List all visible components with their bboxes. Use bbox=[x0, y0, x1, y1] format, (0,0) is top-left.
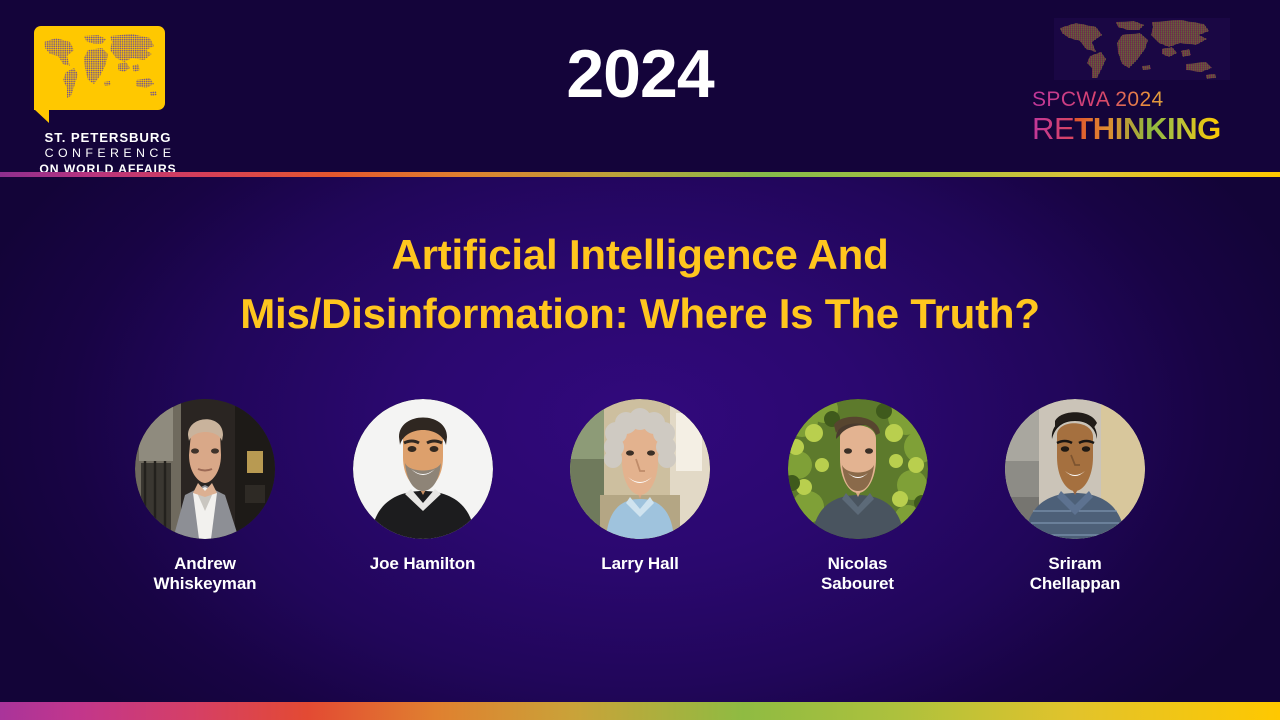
world-map-shape bbox=[44, 34, 157, 98]
avatar bbox=[135, 399, 275, 539]
slide-header: ST. PETERSBURG CONFERENCE ON WORLD AFFAI… bbox=[0, 0, 1280, 176]
speaker-name: Andrew Whiskeyman bbox=[153, 554, 257, 593]
session-title-line2: Mis/Disinformation: Where Is The Truth? bbox=[240, 290, 1040, 337]
rethinking-logo-re: RE bbox=[1032, 111, 1075, 146]
conference-logo-line2: CONFERENCE bbox=[44, 146, 176, 160]
speaker-name: Sriram Chellappan bbox=[1029, 554, 1121, 593]
headshot-joe-hamilton bbox=[352, 399, 493, 539]
bottom-gradient-divider bbox=[0, 702, 1280, 720]
speaker-card: Larry Hall bbox=[565, 399, 715, 574]
speaker-name: Larry Hall bbox=[601, 554, 679, 573]
speaker-card: Andrew Whiskeyman bbox=[130, 399, 280, 593]
speaker-name: Joe Hamilton bbox=[369, 554, 476, 573]
year-heading: 2024 bbox=[566, 36, 714, 112]
top-gradient-divider bbox=[0, 172, 1280, 177]
speaker-card: Nicolas Sabouret bbox=[783, 399, 933, 593]
world-map-speech-bubble-icon bbox=[34, 26, 165, 110]
speaker-name: Nicolas Sabouret bbox=[821, 554, 894, 593]
speaker-card: Sriram Chellappan bbox=[1000, 399, 1150, 593]
rethinking-logo: SPCWA 2024 RETHINKING bbox=[1032, 18, 1244, 158]
headshot-nicolas-sabouret bbox=[787, 399, 928, 539]
world-map-gradient-icon bbox=[1054, 18, 1230, 80]
headshot-sriram-chellappan bbox=[1005, 399, 1145, 539]
conference-logo-text: ST. PETERSBURG CONFERENCE ON WORLD AFFAI… bbox=[34, 130, 182, 177]
speaker-list: Andrew Whiskeyman bbox=[130, 399, 1150, 593]
rethinking-logo-wordmark: RETHINKING bbox=[1032, 112, 1244, 146]
rethinking-logo-thinking: THINKING bbox=[1074, 111, 1221, 146]
avatar bbox=[352, 399, 493, 539]
avatar bbox=[1005, 399, 1145, 539]
avatar bbox=[787, 399, 928, 539]
session-title-line1: Artificial Intelligence And bbox=[391, 231, 889, 278]
headshot-larry-hall bbox=[570, 399, 710, 539]
session-title: Artificial Intelligence And Mis/Disinfor… bbox=[0, 225, 1280, 343]
slide-body: Artificial Intelligence And Mis/Disinfor… bbox=[0, 177, 1280, 702]
speaker-card: Joe Hamilton bbox=[348, 399, 498, 574]
avatar bbox=[570, 399, 710, 539]
rethinking-logo-eyebrow: SPCWA 2024 bbox=[1032, 88, 1244, 112]
world-map-gradient-shape bbox=[1060, 20, 1216, 79]
headshot-andrew-whiskeyman bbox=[135, 399, 275, 539]
conference-logo-line1: ST. PETERSBURG bbox=[44, 130, 172, 145]
rethinking-logo-text: SPCWA 2024 RETHINKING bbox=[1032, 88, 1244, 146]
